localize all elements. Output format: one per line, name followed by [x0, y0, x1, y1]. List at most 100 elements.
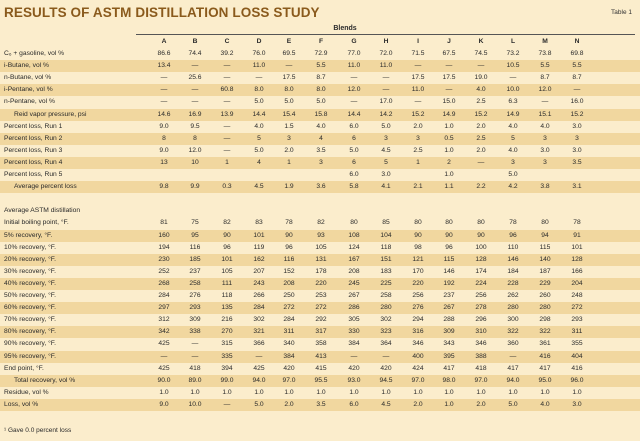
row-label: C₆ + gasoline, vol %	[4, 50, 65, 57]
table-cell: 74.4	[188, 50, 202, 57]
table-cell: 11.0	[347, 62, 361, 70]
table-cell: 262	[507, 292, 519, 299]
table-cell: 86.6	[157, 50, 171, 57]
table-cell: 80	[541, 219, 549, 227]
table-cell: 321	[253, 328, 265, 336]
table-row: 40% recovery, °F. 268 258 111 243 208 220 245 22…	[0, 278, 640, 290]
table-cell: 91	[573, 231, 581, 239]
table-cell: 6.0	[349, 171, 359, 178]
shade-band	[0, 156, 640, 169]
table-cell: 4.2	[508, 183, 518, 191]
table-cell: 4.0	[316, 122, 326, 130]
table-cell: 3	[543, 134, 547, 142]
table-cell: 187	[539, 267, 551, 275]
table-cell: 4	[257, 158, 261, 166]
table-cell: 69.5	[282, 50, 296, 57]
row-label: 95% recovery, °F.	[4, 352, 56, 360]
table-cell: 258	[380, 292, 392, 299]
table-cell: 1	[287, 158, 291, 166]
table-cell: 417	[507, 364, 519, 372]
table-cell: 315	[221, 340, 233, 348]
table-cell: 208	[283, 279, 295, 287]
row-label: Average percent loss	[14, 183, 77, 191]
table-cell: 420	[348, 364, 360, 372]
table-cell: 5	[257, 134, 261, 142]
table-row: n-Butane, vol % — 25.6 — — 17.5 8.7 — — 17.5 17.5 1…	[0, 72, 640, 84]
table-cell: 256	[412, 292, 424, 299]
table-cell: 2.5	[476, 98, 486, 106]
table-cell: 384	[283, 352, 295, 360]
table-cell: —	[477, 62, 485, 70]
row-label: 50% recovery, °F.	[4, 292, 56, 299]
table-cell: —	[255, 352, 263, 360]
table-cell: 15.2	[570, 110, 584, 118]
table-cell: 3	[319, 158, 323, 166]
row-label: End point, °F.	[4, 364, 44, 372]
table-cell: 8.0	[284, 86, 294, 94]
table-cell: 3.5	[316, 146, 326, 154]
table-cell: 416	[571, 364, 583, 372]
table-number: Table 1	[611, 9, 632, 16]
table-cell: 184	[507, 267, 519, 275]
table-cell: 8.0	[254, 86, 264, 94]
table-cell: 90	[414, 231, 422, 239]
table-cell: 1.0	[381, 388, 391, 396]
table-row: i-Pentane, vol % — — 60.8 8.0 8.0 8.0 12.0 — 11.0…	[0, 84, 640, 96]
table-cell: 14.9	[442, 110, 456, 118]
table-cell: 75	[191, 219, 199, 227]
table-cell: 3	[575, 134, 579, 142]
table-cell: 8.7	[540, 74, 550, 82]
table-cell: 9.8	[159, 183, 169, 191]
table-cell: —	[191, 352, 199, 360]
table-row: Reid vapor pressure, psi 14.6 16.9 13.9 14.4…	[0, 109, 640, 121]
table-cell: —	[223, 400, 231, 408]
row-label: 30% recovery, °F.	[4, 267, 56, 275]
table-row: Average percent loss 9.8 9.9 0.3 4.5 1.9 3.6 5.…	[0, 181, 640, 193]
table-cell: 316	[412, 328, 424, 336]
table-cell: 97.0	[282, 376, 296, 384]
table-cell: 6	[352, 158, 356, 166]
table-cell: 4.5	[381, 146, 391, 154]
table-cell: 80	[477, 219, 485, 227]
table-cell: 0.5	[444, 134, 454, 142]
table-cell: 3	[543, 158, 547, 166]
table-row: Percent loss, Run 4 13 10 1 4 1 3 6 5 1 2—3 3 3.5	[0, 157, 640, 169]
table-cell: 17.0	[379, 98, 393, 106]
table-cell: 424	[412, 364, 424, 372]
table-cell: 404	[571, 352, 583, 360]
table-cell: 394	[221, 364, 233, 372]
table-cell: 6.0	[349, 122, 359, 130]
table-cell: 14.9	[506, 110, 520, 118]
row-label: Percent loss, Run 1	[4, 122, 63, 130]
table-cell: 2.0	[284, 400, 294, 408]
table-cell: 216	[221, 316, 233, 324]
table-cell: 280	[539, 304, 551, 312]
table-cell: 418	[475, 364, 487, 372]
table-cell: 128	[475, 255, 487, 263]
table-cell: 4.5	[254, 183, 264, 191]
row-label: Percent loss, Run 2	[4, 134, 63, 142]
row-label: Loss, vol %	[4, 400, 39, 408]
table-cell: 237	[443, 292, 455, 299]
table-cell: 1.0	[316, 388, 326, 396]
table-cell: 13.9	[220, 110, 234, 118]
table-cell: 13.4	[157, 62, 171, 70]
column-header-g: G	[351, 38, 357, 45]
row-label: Total recovery, vol %	[14, 376, 76, 384]
table-cell: 99.0	[220, 376, 234, 384]
table-cell: 3	[287, 134, 291, 142]
table-cell: 366	[253, 340, 265, 348]
table-cell: 80	[414, 219, 422, 227]
table-cell: 3.0	[381, 171, 391, 178]
table-cell: —	[350, 352, 358, 360]
table-cell: 4.0	[254, 122, 264, 130]
table-cell: 98	[414, 243, 422, 251]
table-cell: 96	[223, 243, 231, 251]
shade-band	[0, 84, 640, 97]
table-cell: 2.0	[476, 400, 486, 408]
table-cell: 162	[253, 255, 265, 263]
table-cell: 39.2	[220, 50, 234, 57]
table-cell: 2.5	[476, 134, 486, 142]
table-cell: 115	[539, 243, 551, 251]
column-header-f: F	[318, 38, 324, 45]
